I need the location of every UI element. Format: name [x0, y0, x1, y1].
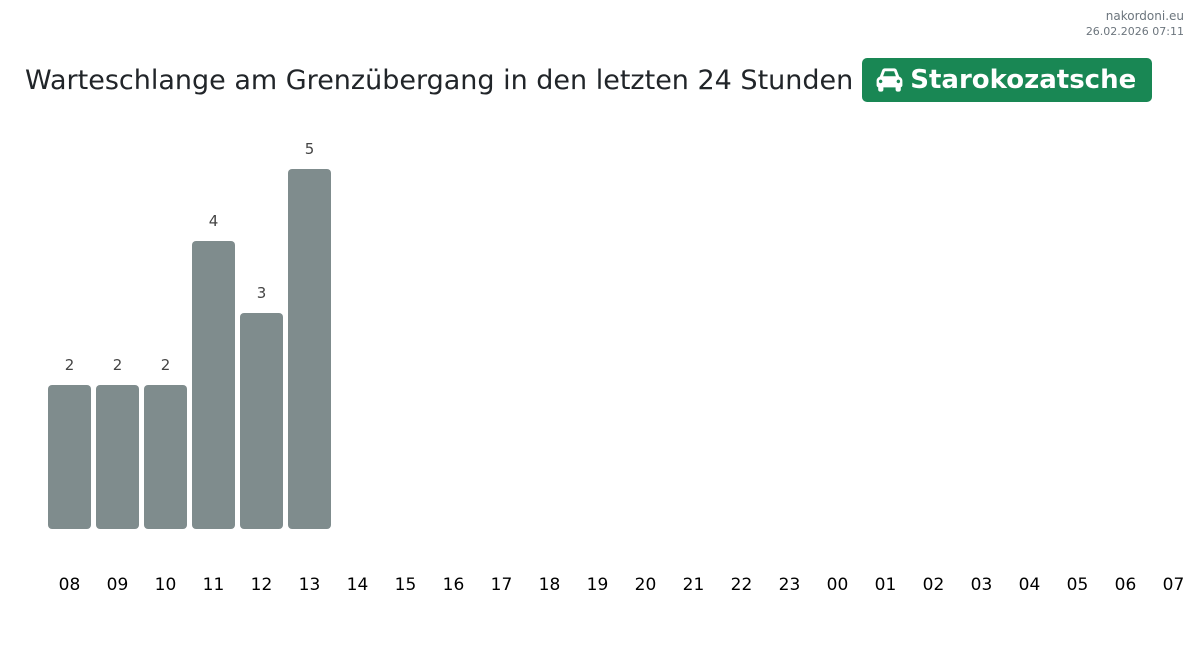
x-tick-label: 09: [107, 575, 129, 595]
bar[interactable]: [96, 385, 139, 529]
page-title: Warteschlange am Grenzübergang in den le…: [25, 64, 854, 96]
x-tick-label: 18: [539, 575, 561, 595]
source-site[interactable]: nakordoni.eu: [1105, 9, 1184, 23]
car-icon: [876, 68, 903, 92]
bar-value-label: 2: [113, 356, 123, 374]
x-tick-label: 16: [443, 575, 465, 595]
bar[interactable]: [192, 241, 235, 529]
x-tick-label: 11: [203, 575, 225, 595]
x-tick-label: 23: [779, 575, 801, 595]
bar-value-label: 3: [257, 284, 267, 302]
bar-value-label: 4: [209, 212, 219, 230]
x-tick-label: 13: [299, 575, 321, 595]
x-tick-label: 14: [347, 575, 369, 595]
bar-value-label: 5: [305, 140, 315, 158]
x-tick-label: 07: [1163, 575, 1185, 595]
x-tick-label: 02: [923, 575, 945, 595]
bar[interactable]: [240, 313, 283, 529]
x-tick-label: 17: [491, 575, 513, 595]
source-info: nakordoni.eu 26.02.2026 07:11: [1086, 9, 1184, 39]
bar-value-label: 2: [65, 356, 75, 374]
x-tick-label: 05: [1067, 575, 1089, 595]
bar[interactable]: [48, 385, 91, 529]
x-tick-label: 08: [59, 575, 81, 595]
x-tick-label: 19: [587, 575, 609, 595]
x-tick-label: 21: [683, 575, 705, 595]
bar[interactable]: [144, 385, 187, 529]
x-tick-label: 15: [395, 575, 417, 595]
x-tick-label: 06: [1115, 575, 1137, 595]
x-tick-label: 12: [251, 575, 273, 595]
bar-value-label: 2: [161, 356, 171, 374]
crossing-badge: Starokozatsche: [862, 58, 1153, 102]
x-tick-label: 20: [635, 575, 657, 595]
x-tick-label: 00: [827, 575, 849, 595]
x-tick-label: 10: [155, 575, 177, 595]
x-tick-label: 03: [971, 575, 993, 595]
x-tick-label: 04: [1019, 575, 1041, 595]
crossing-label: Starokozatsche: [910, 65, 1137, 95]
x-tick-label: 22: [731, 575, 753, 595]
header: Warteschlange am Grenzübergang in den le…: [25, 57, 1153, 103]
bar[interactable]: [288, 169, 331, 529]
x-tick-label: 01: [875, 575, 897, 595]
source-timestamp: 26.02.2026 07:11: [1085, 25, 1184, 38]
